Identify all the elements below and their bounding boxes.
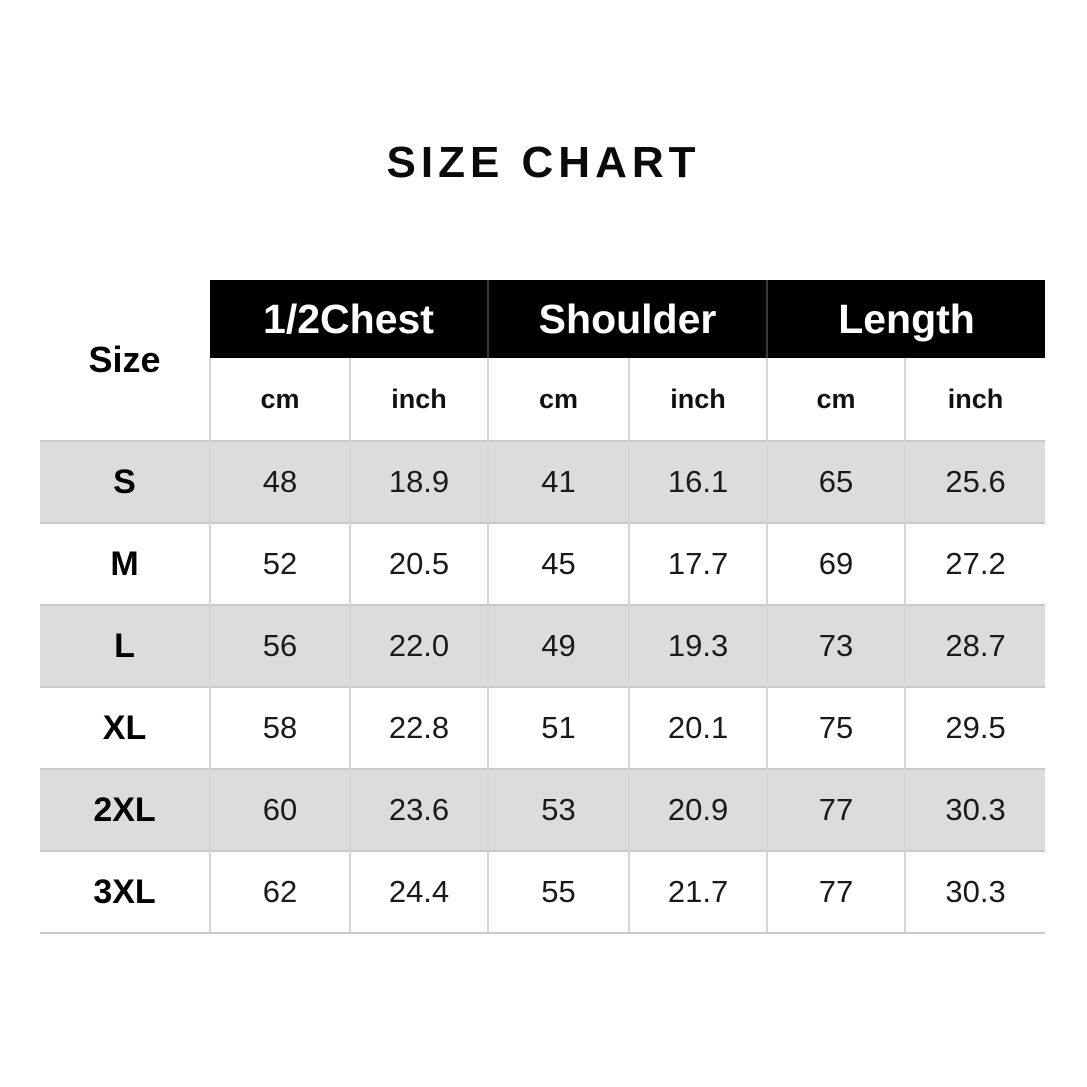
cell-shoulder-inch: 17.7 [628,522,768,605]
table-body: S 48 18.9 41 16.1 65 25.6 M 52 20.5 45 1… [40,440,1046,934]
cell-length-cm: 69 [766,522,906,605]
size-label: 3XL [40,850,210,934]
unit-header-shoulder-cm: cm [487,358,630,441]
cell-length-inch: 30.3 [904,768,1046,851]
cell-length-cm: 65 [766,440,906,523]
page-title: SIZE CHART [386,138,701,187]
cell-chest-inch: 23.6 [348,768,489,851]
measurement-group-header-row: Size 1/2Chest Shoulder Length [40,280,1046,441]
cell-chest-inch: 20.5 [348,522,489,605]
table-row: 2XL 60 23.6 53 20.9 77 30.3 [40,768,1046,851]
size-label: 2XL [40,768,210,851]
cell-shoulder-cm: 53 [487,768,630,851]
size-label: S [40,440,210,523]
cell-length-inch: 30.3 [904,850,1046,934]
cell-chest-cm: 62 [209,850,350,934]
table-row: 3XL 62 24.4 55 21.7 77 30.3 [40,850,1046,934]
size-column-header: Size [40,280,210,441]
unit-header-chest-cm: cm [209,358,350,441]
unit-header-shoulder-inch: inch [628,358,768,441]
group-header-shoulder: Shoulder [487,280,769,358]
table-row: M 52 20.5 45 17.7 69 27.2 [40,522,1046,605]
cell-shoulder-cm: 49 [487,604,630,687]
cell-length-cm: 73 [766,604,906,687]
cell-chest-cm: 60 [209,768,350,851]
cell-shoulder-cm: 41 [487,440,630,523]
table-row: L 56 22.0 49 19.3 73 28.7 [40,604,1046,687]
size-label: L [40,604,210,687]
size-label: XL [40,686,210,769]
cell-chest-cm: 58 [209,686,350,769]
table-row: S 48 18.9 41 16.1 65 25.6 [40,440,1046,523]
cell-length-inch: 27.2 [904,522,1046,605]
size-label: M [40,522,210,605]
cell-length-cm: 75 [766,686,906,769]
unit-header-row: cm inch cm inch cm inch [40,358,1046,441]
cell-shoulder-inch: 19.3 [628,604,768,687]
cell-shoulder-inch: 20.1 [628,686,768,769]
cell-shoulder-inch: 20.9 [628,768,768,851]
table-row: XL 58 22.8 51 20.1 75 29.5 [40,686,1046,769]
size-chart-table: Size 1/2Chest Shoulder Length cm inch cm… [40,280,1046,934]
unit-header-length-cm: cm [766,358,906,441]
unit-header-chest-inch: inch [348,358,489,441]
cell-length-cm: 77 [766,768,906,851]
cell-chest-inch: 22.8 [348,686,489,769]
table-header: Size 1/2Chest Shoulder Length cm inch cm… [40,280,1046,441]
cell-shoulder-inch: 16.1 [628,440,768,523]
group-header-chest: 1/2Chest [210,280,490,358]
cell-length-cm: 77 [766,850,906,934]
cell-length-inch: 25.6 [904,440,1046,523]
cell-shoulder-inch: 21.7 [628,850,768,934]
cell-chest-inch: 18.9 [348,440,489,523]
cell-chest-inch: 24.4 [348,850,489,934]
unit-header-length-inch: inch [904,358,1046,441]
cell-chest-cm: 48 [209,440,350,523]
cell-shoulder-cm: 51 [487,686,630,769]
cell-chest-cm: 56 [209,604,350,687]
group-header-length: Length [766,280,1046,358]
cell-length-inch: 29.5 [904,686,1046,769]
cell-length-inch: 28.7 [904,604,1046,687]
size-chart-table-wrapper: Size 1/2Chest Shoulder Length cm inch cm… [40,280,1046,934]
cell-shoulder-cm: 55 [487,850,630,934]
cell-chest-inch: 22.0 [348,604,489,687]
cell-shoulder-cm: 45 [487,522,630,605]
cell-chest-cm: 52 [209,522,350,605]
